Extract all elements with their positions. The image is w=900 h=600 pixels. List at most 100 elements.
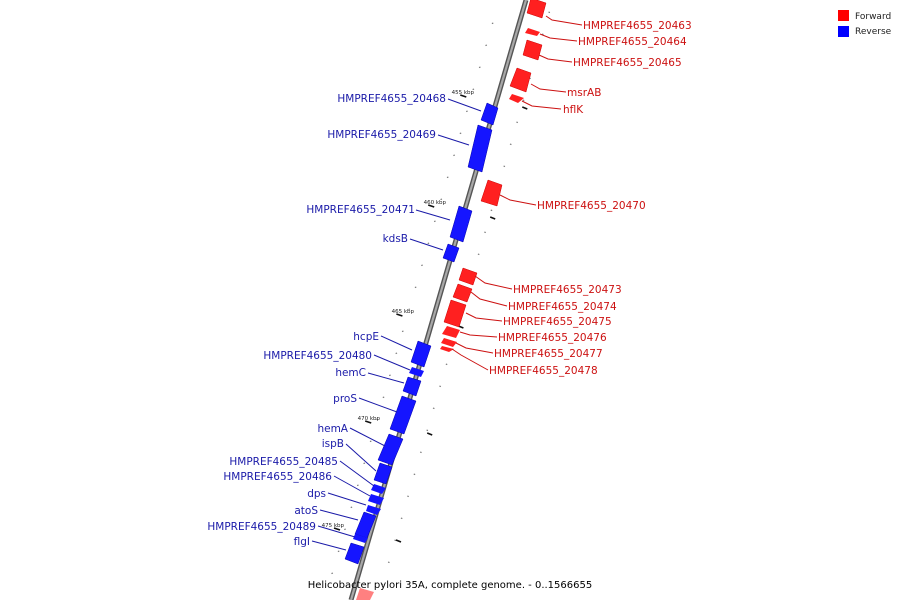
gene-feature[interactable]: [509, 67, 532, 93]
reverse-leader-lines: [311, 98, 482, 551]
gene-label[interactable]: HMPREF4655_20489: [207, 521, 316, 533]
tick-labels: 455 kbp 460 kbp 465 kbp 470 kbp 475 kbp: [322, 90, 475, 529]
major-tick: [427, 204, 435, 208]
minor-tick: [381, 583, 384, 586]
tick-label: 460 kbp: [424, 200, 447, 206]
major-tick: [364, 420, 372, 424]
genome-caption: Helicobacter pylori 35A, complete genome…: [308, 580, 592, 591]
minor-tick: [446, 176, 449, 179]
gene-feature[interactable]: [458, 267, 478, 286]
gene-feature[interactable]: [353, 534, 368, 543]
gene-label[interactable]: msrAB: [567, 87, 601, 99]
gene-feature[interactable]: [480, 179, 503, 207]
minor-tick: [484, 231, 486, 234]
gene-label[interactable]: HMPREF4655_20464: [578, 36, 687, 48]
minor-tick: [350, 506, 353, 509]
tick-label: 475 kbp: [322, 523, 345, 529]
minor-tick: [427, 242, 430, 245]
gene-feature[interactable]: [371, 484, 386, 494]
gene-feature[interactable]: [368, 494, 384, 505]
minor-tick: [477, 253, 480, 256]
gene-label[interactable]: HMPREF4655_20470: [537, 200, 646, 212]
gene-label[interactable]: HMPREF4655_20485: [229, 456, 338, 468]
gene-label[interactable]: HMPREF4655_20468: [337, 93, 446, 105]
major-tick: [333, 527, 341, 531]
gene-feature[interactable]: [389, 395, 417, 435]
minor-tick: [395, 352, 398, 355]
minor-tick: [485, 44, 488, 47]
minor-tick: [478, 66, 481, 69]
minor-tick: [548, 11, 551, 14]
minor-tick: [433, 220, 436, 223]
gene-feature[interactable]: [480, 102, 499, 126]
gene-feature[interactable]: [409, 367, 424, 377]
gene-label[interactable]: HMPREF4655_20473: [513, 284, 622, 296]
gene-label[interactable]: HMPREF4655_20469: [327, 129, 436, 141]
minor-tick: [541, 33, 544, 36]
gene-label[interactable]: hflK: [563, 104, 584, 116]
gene-label[interactable]: HMPREF4655_20486: [223, 471, 332, 483]
gene-feature[interactable]: [402, 376, 422, 397]
gene-label[interactable]: dps: [307, 488, 326, 500]
gene-feature[interactable]: [526, 0, 547, 19]
minor-tick: [382, 396, 385, 399]
gene-label[interactable]: hemA: [317, 423, 348, 435]
minor-tick: [363, 462, 366, 465]
gene-feature[interactable]: [449, 205, 473, 243]
gene-feature[interactable]: [442, 326, 460, 338]
gene-label[interactable]: HMPREF4655_20471: [306, 204, 415, 216]
gene-label[interactable]: HMPREF4655_20476: [498, 332, 607, 344]
gene-label[interactable]: atoS: [294, 505, 318, 517]
minor-tick: [376, 418, 379, 421]
minor-tick: [491, 22, 494, 25]
gene-feature[interactable]: [509, 94, 524, 103]
gene-feature[interactable]: [525, 28, 540, 36]
gene-label[interactable]: hemC: [335, 367, 366, 379]
gene-label[interactable]: flgI: [294, 536, 310, 548]
gene-feature[interactable]: [441, 338, 457, 347]
major-tick: [395, 539, 402, 543]
minor-tick: [490, 209, 493, 212]
gene-label[interactable]: ispB: [322, 438, 344, 450]
minor-tick: [503, 165, 506, 168]
gene-label[interactable]: HMPREF4655_20477: [494, 348, 603, 360]
forward-gene-features: [356, 0, 547, 600]
major-tick: [521, 106, 528, 110]
gene-feature[interactable]: [366, 505, 381, 515]
major-tick: [489, 216, 496, 220]
minor-tick: [516, 121, 519, 124]
gene-feature[interactable]: [344, 542, 365, 565]
minor-tick: [432, 407, 435, 410]
gene-feature[interactable]: [440, 346, 454, 352]
gene-label[interactable]: proS: [333, 393, 357, 405]
gene-label[interactable]: hcpE: [353, 331, 379, 343]
reverse-gene-features: [344, 102, 499, 565]
gene-feature[interactable]: [377, 433, 404, 466]
gene-label[interactable]: HMPREF4655_20465: [573, 57, 682, 69]
gene-feature[interactable]: [452, 283, 473, 303]
minor-tick: [344, 528, 346, 531]
legend-reverse-label: Reverse: [855, 27, 892, 37]
legend-forward-label: Forward: [855, 12, 891, 22]
legend: Forward Reverse: [838, 10, 892, 37]
tick-label: 470 kbp: [358, 416, 381, 422]
gene-feature[interactable]: [442, 243, 460, 263]
gene-label[interactable]: HMPREF4655_20474: [508, 301, 617, 313]
gene-feature[interactable]: [443, 299, 467, 328]
gene-label[interactable]: HMPREF4655_20463: [583, 20, 692, 32]
gene-feature[interactable]: [522, 39, 543, 61]
minor-tick: [522, 99, 525, 102]
minor-tick: [394, 539, 397, 542]
gene-label[interactable]: HMPREF4655_20475: [503, 316, 612, 328]
legend-forward-swatch: [838, 10, 849, 21]
minor-tick: [356, 484, 359, 487]
forward-leader-lines: [451, 15, 583, 371]
minor-tick: [387, 561, 390, 564]
gene-feature[interactable]: [373, 462, 393, 485]
gene-label[interactable]: HMPREF4655_20480: [263, 350, 372, 362]
gene-label[interactable]: HMPREF4655_20478: [489, 365, 598, 377]
minor-tick: [421, 264, 423, 267]
gene-feature[interactable]: [410, 340, 432, 368]
gene-label[interactable]: kdsB: [383, 233, 408, 245]
gene-feature[interactable]: [467, 124, 493, 173]
